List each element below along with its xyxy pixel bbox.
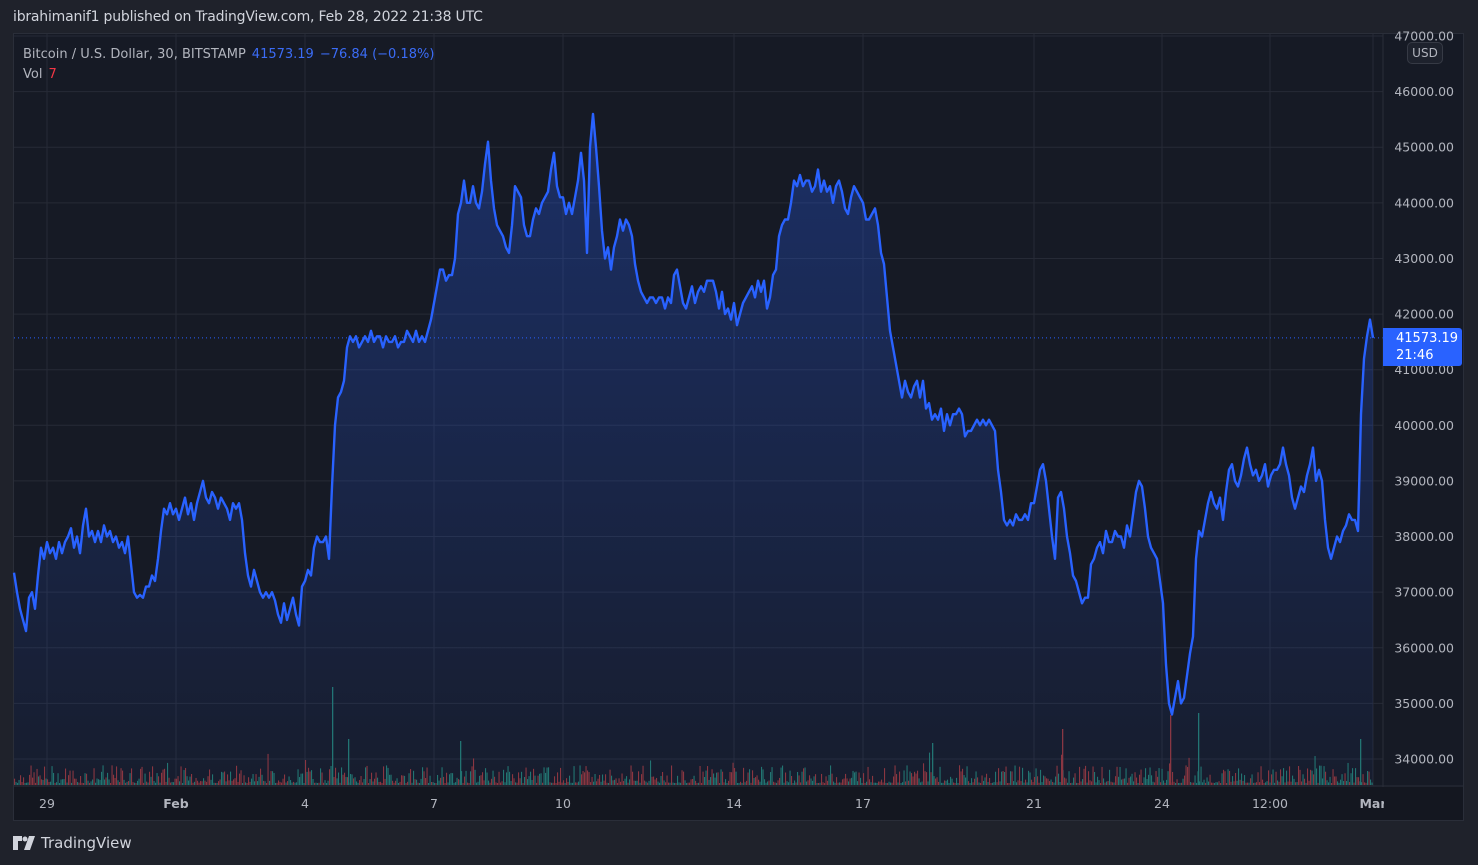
current-price-value: 41573.19 <box>1396 331 1459 346</box>
price-tick: 36000.00 <box>1394 640 1454 655</box>
chart-legend: Bitcoin / U.S. Dollar, 30, BITSTAMP 41573… <box>23 45 434 85</box>
publish-info: ibrahimanif1 published on TradingView.co… <box>13 9 483 25</box>
legend-last-price: 41573.19 <box>251 47 314 62</box>
symbol-title[interactable]: Bitcoin / U.S. Dollar, 30, BITSTAMP <box>23 47 246 62</box>
bar-countdown: 21:46 <box>1396 348 1434 363</box>
time-tick: 29 <box>39 796 55 811</box>
time-tick: 14 <box>726 796 742 811</box>
price-tick: 45000.00 <box>1394 140 1454 155</box>
volume-value: 7 <box>48 67 57 82</box>
brand-name: TradingView <box>41 834 132 852</box>
currency-button[interactable]: USD <box>1407 42 1443 64</box>
time-tick: 10 <box>555 796 571 811</box>
time-axis-bg <box>14 787 1463 820</box>
time-tick: 24 <box>1154 796 1170 811</box>
price-tick: 39000.00 <box>1394 473 1454 488</box>
time-tick: 4 <box>301 796 309 811</box>
volume-label[interactable]: Vol <box>23 67 43 82</box>
time-tick: 17 <box>855 796 871 811</box>
tradingview-logo-icon <box>13 836 35 850</box>
price-tick: 46000.00 <box>1394 84 1454 99</box>
legend-change: −76.84 (−0.18%) <box>319 47 435 62</box>
tradingview-brand[interactable]: TradingView <box>13 834 132 852</box>
price-tick: 38000.00 <box>1394 529 1454 544</box>
time-tick: 12:00 <box>1252 796 1288 811</box>
price-tick: 43000.00 <box>1394 251 1454 266</box>
price-area <box>14 113 1373 785</box>
current-price-label: 41573.19 21:46 <box>1383 328 1462 366</box>
price-tick: 47000.00 <box>1394 29 1454 44</box>
price-tick: 35000.00 <box>1394 696 1454 711</box>
price-tick: 40000.00 <box>1394 418 1454 433</box>
time-tick: Feb <box>163 796 189 811</box>
price-tick: 34000.00 <box>1394 752 1454 767</box>
time-tick: 7 <box>430 796 438 811</box>
price-tick: 37000.00 <box>1394 585 1454 600</box>
time-tick: 21 <box>1026 796 1042 811</box>
price-axis-bg <box>1384 34 1463 785</box>
price-line <box>12 112 1375 716</box>
time-tick: Mar <box>1359 796 1387 811</box>
price-tick: 42000.00 <box>1394 307 1454 322</box>
time-axis: 29 Feb 4 7 10 14 17 21 24 12:00 Mar <box>39 787 1463 820</box>
price-tick: 44000.00 <box>1394 195 1454 210</box>
